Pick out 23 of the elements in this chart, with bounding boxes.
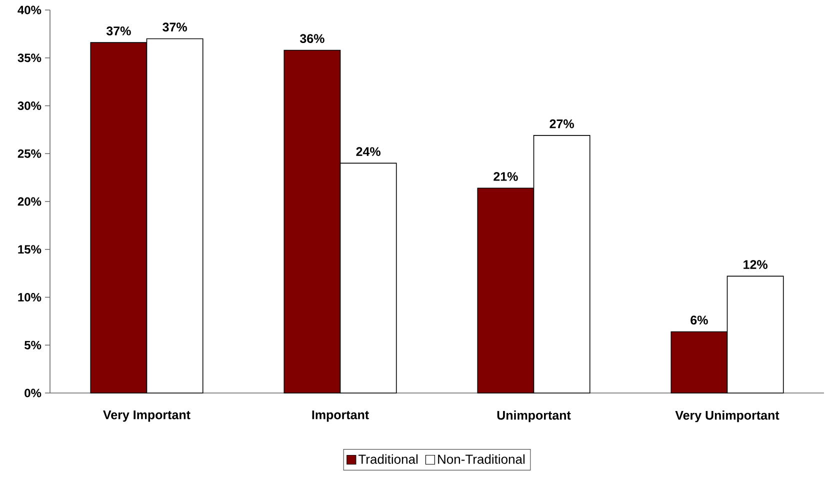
x-tick-label: Unimportant (497, 410, 571, 422)
data-label: 27% (550, 119, 574, 128)
data-label: 21% (494, 172, 518, 181)
y-tick-label: 0% (24, 388, 42, 398)
y-tick-label: 15% (18, 245, 42, 254)
x-tick-label: Important (312, 410, 369, 422)
x-tick-label: Very Unimportant (675, 410, 780, 422)
y-tick-label: 20% (18, 197, 42, 206)
y-tick-label: 30% (18, 102, 42, 110)
data-label: 37% (106, 26, 131, 36)
data-label: 12% (744, 260, 768, 269)
y-tick-label: 25% (18, 149, 42, 158)
legend-label: Traditional (358, 454, 418, 464)
data-label: 6% (690, 316, 708, 325)
x-tick-label: Very Important (103, 410, 190, 422)
y-tick-label: 5% (24, 340, 42, 350)
data-label: 36% (300, 34, 324, 44)
y-tick-label: 35% (18, 54, 42, 62)
data-label: 24% (356, 147, 380, 156)
y-tick-label: 10% (18, 293, 42, 302)
data-label: 37% (162, 22, 187, 32)
legend-label: Non-Traditional (438, 454, 525, 464)
y-tick-label: 40% (18, 6, 42, 14)
